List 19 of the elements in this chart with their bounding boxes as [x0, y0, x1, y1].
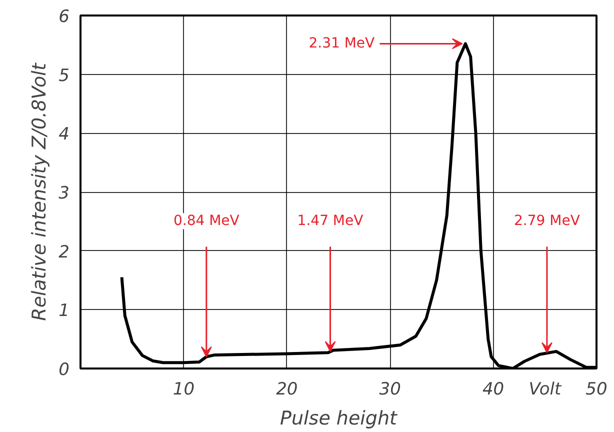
y-tick-label: 1 [58, 301, 70, 322]
y-tick-label: 6 [58, 7, 70, 27]
annotation: 2.79 MeV [514, 213, 580, 230]
x-tick-label: 40 [482, 380, 504, 400]
x-axis-title: Pulse height [280, 408, 399, 430]
annotation: 1.47 MeV [297, 213, 364, 230]
annotation: 2.31 MeV [308, 36, 376, 52]
annotation: 0.84 MeV [173, 213, 240, 230]
y-tick-label: 4 [58, 124, 70, 145]
y-axis-title: Relative intensity Z/0.8Volt [28, 62, 51, 321]
y-tick-label: 0 [58, 360, 70, 380]
y-tick-label: 2 [58, 242, 70, 262]
x-tick-label: 30 [379, 380, 401, 400]
x-tick-label: 50 [586, 380, 608, 400]
text: Volt [528, 380, 562, 400]
x-tick-label: 10 [172, 380, 195, 400]
y-tick-label: 3 [58, 184, 70, 204]
y-tick-label: 5 [58, 66, 70, 86]
x-tick-label: 20 [276, 380, 298, 400]
